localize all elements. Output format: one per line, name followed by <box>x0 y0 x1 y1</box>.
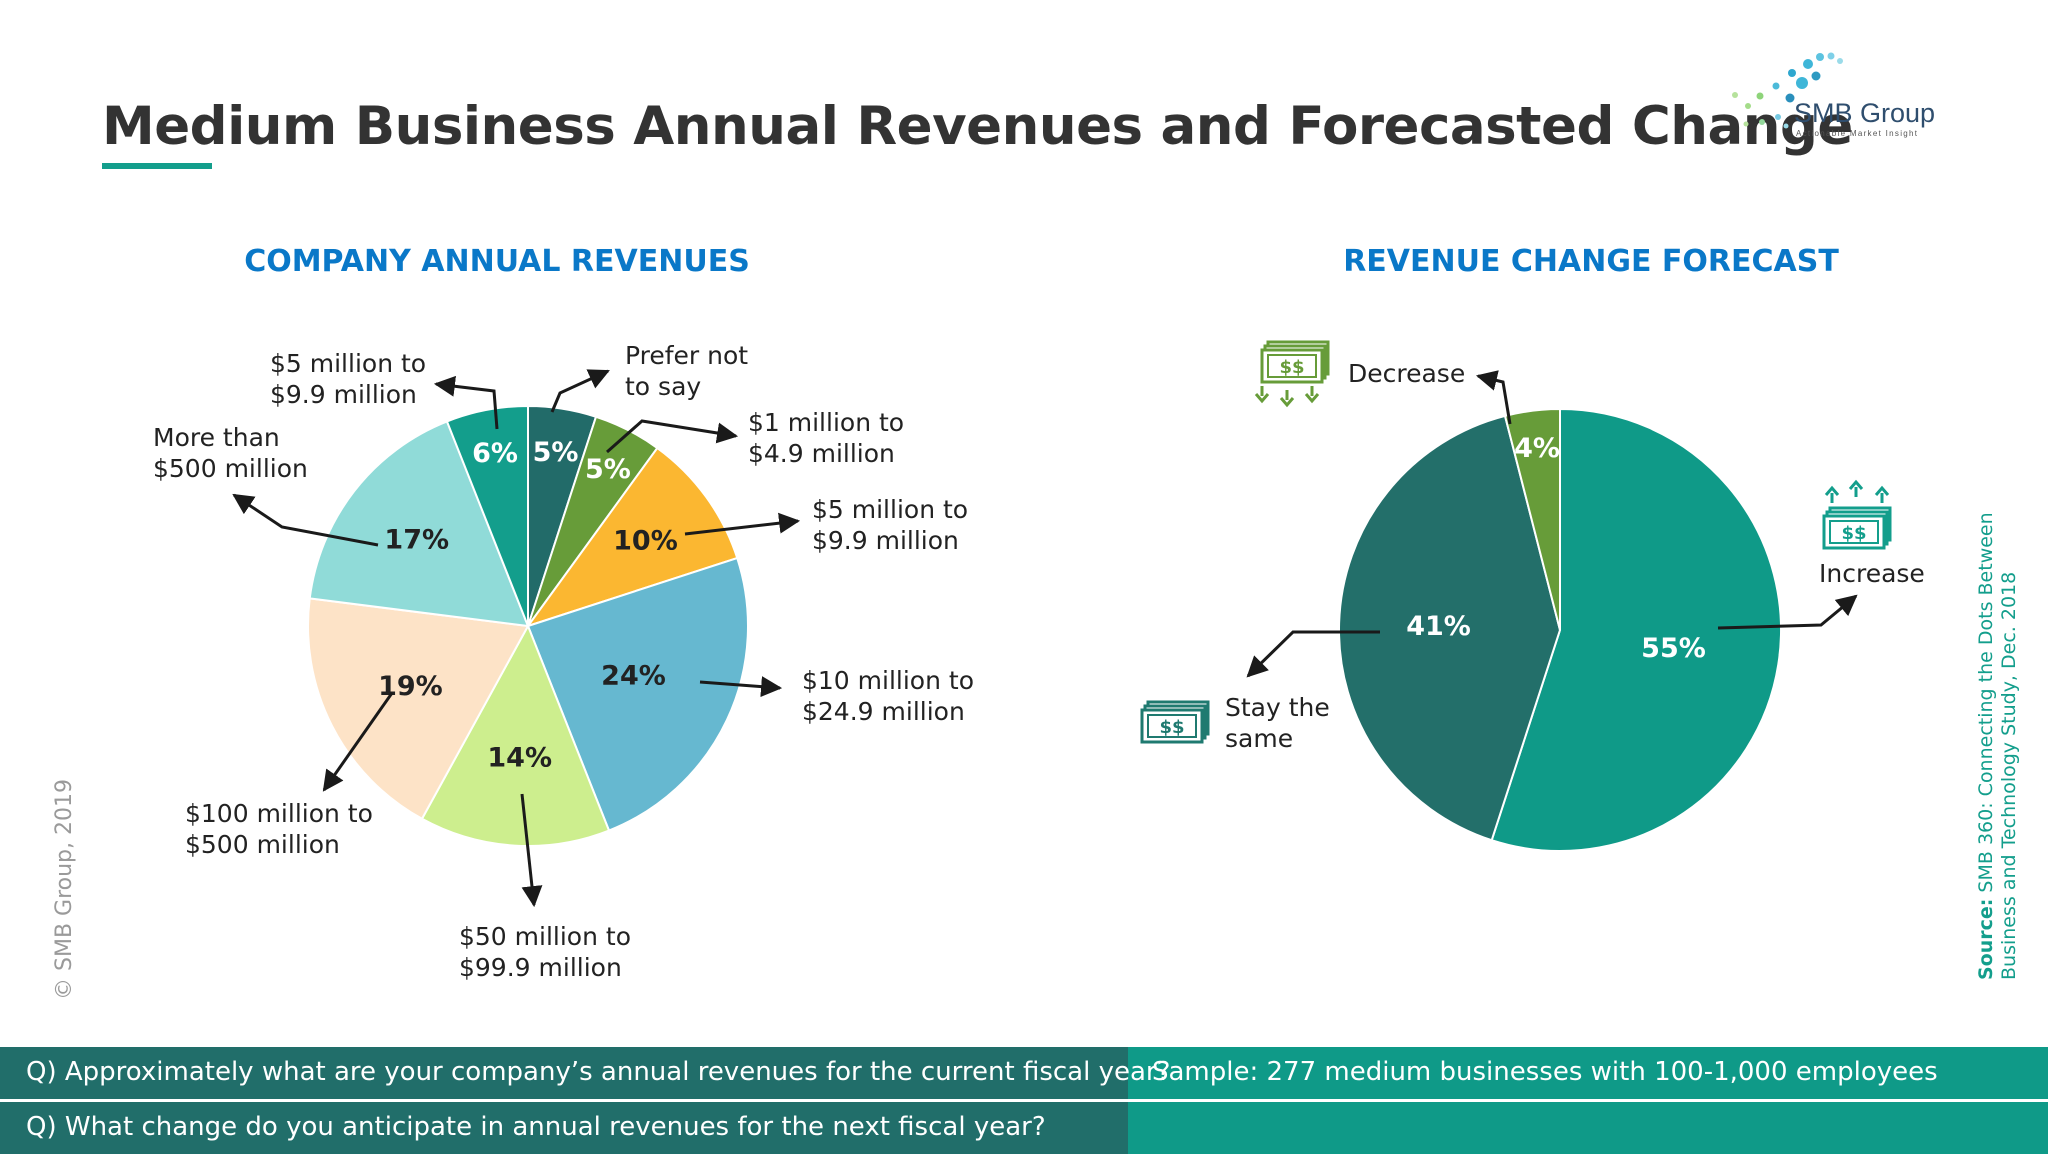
charts-canvas: $$ 5%5%10%24%14%19%17%6% 55%41%4% Prefer… <box>153 340 1925 982</box>
forecast-slice-1 <box>1338 414 1562 842</box>
forecast-pie: 55% 41% 4% <box>1338 407 1782 852</box>
revenues-callout-arrow-2 <box>684 512 801 536</box>
forecast-callout-arrow-2 <box>1475 370 1512 425</box>
footer-question-1: Q) Approximately what are your company’s… <box>26 1057 1171 1087</box>
revenues-callout-arrow-5 <box>322 692 394 792</box>
forecast-value-label-0: 55% <box>1641 633 1706 664</box>
forecast-slice-2 <box>1503 407 1561 631</box>
chart-annotations: Prefer not to say$1 million to $4.9 millio… <box>153 340 1925 982</box>
revenues-category-label-7: $5 million to $9.9 million <box>270 349 426 409</box>
arrow-up-icon-2 <box>1848 479 1864 497</box>
revenues-slice-2 <box>525 446 739 628</box>
revenues-slice-6 <box>308 420 530 628</box>
footer-row-1: Q) Approximately what are your company’s… <box>0 1047 2048 1099</box>
source-label: Source: <box>1975 898 1997 980</box>
revenues-value-label-6: 17% <box>384 525 449 556</box>
source-line2: Business and Technology Study, Dec. 2018 <box>1998 571 2020 980</box>
source-line1: SMB 360: Connecting the Dots Between <box>1975 512 1997 893</box>
revenues-chart-title: COMPANY ANNUAL REVENUES <box>244 244 750 279</box>
arrow-down-icon-1 <box>1254 386 1270 404</box>
revenues-category-label-0: Prefer not to say <box>625 341 748 401</box>
revenues-slice-4 <box>420 623 611 847</box>
arrow-down-icon-3 <box>1304 386 1320 404</box>
revenues-callout-arrow-3 <box>699 676 783 698</box>
forecast-callout-arrow-1 <box>1246 630 1380 678</box>
revenues-pie: 5%5%10%24%14%19%17%6% <box>307 404 749 847</box>
revenues-callout-arrow-4 <box>520 793 543 908</box>
revenues-category-label-3: $10 million to $24.9 million <box>802 666 974 726</box>
revenues-category-label-5: $100 million to $500 million <box>185 799 373 859</box>
footer-row-2: Q) What change do you anticipate in annu… <box>0 1102 2048 1154</box>
money-up-icon <box>1822 506 1892 550</box>
title-underline <box>102 163 212 169</box>
revenues-category-label-6: More than $500 million <box>153 423 308 483</box>
revenues-category-label-4: $50 million to $99.9 million <box>459 922 631 982</box>
source-note: Source: SMB 360: Connecting the Dots Bet… <box>1975 512 2021 980</box>
arrow-up-icon-3 <box>1874 485 1890 503</box>
revenues-value-label-2: 10% <box>613 526 678 557</box>
arrow-down-icon-2 <box>1279 390 1295 408</box>
revenues-category-label-2: $5 million to $9.9 million <box>812 495 968 555</box>
revenues-callout-arrow-1 <box>606 419 739 454</box>
revenues-category-label-1: $1 million to $4.9 million <box>748 408 904 468</box>
revenues-slice-5 <box>307 597 530 821</box>
footer-sample: Sample: 277 medium businesses with 100-1… <box>1152 1057 1938 1087</box>
revenues-value-label-4: 14% <box>487 743 552 774</box>
revenues-callout-arrow-7 <box>433 375 499 430</box>
forecast-callout-arrow-0 <box>1717 594 1858 630</box>
revenues-callout-arrow-0 <box>550 369 610 413</box>
forecast-category-label-2: Decrease <box>1348 359 1465 388</box>
revenues-slice-7 <box>445 404 529 627</box>
forecast-category-label-0: Increase <box>1819 559 1925 588</box>
revenues-value-label-1: 5% <box>585 454 631 485</box>
forecast-value-label-1: 41% <box>1406 611 1471 642</box>
revenues-value-label-7: 6% <box>472 438 518 469</box>
footer-question-2-panel: Q) What change do you anticipate in annu… <box>0 1102 1128 1154</box>
footer-question-2: Q) What change do you anticipate in annu… <box>26 1112 1046 1142</box>
revenues-value-label-3: 24% <box>601 661 666 692</box>
copyright-text: © SMB Group, 2019 <box>52 779 77 1000</box>
logo-tagline: Actionable Market Insight <box>1796 129 1919 138</box>
logo: SMB Group Actionable Market Insight <box>1720 40 1960 150</box>
arrow-up-icon-1 <box>1824 485 1840 503</box>
logo-dots-icon <box>1732 52 1843 129</box>
money-down-icon <box>1260 340 1330 384</box>
money-icon <box>1140 700 1210 744</box>
revenues-value-label-0: 5% <box>533 437 579 468</box>
forecast-chart-title: REVENUE CHANGE FORECAST <box>1343 244 1839 279</box>
revenues-callout-arrow-6 <box>232 493 379 547</box>
page-title: Medium Business Annual Revenues and Fore… <box>102 96 1853 157</box>
forecast-value-label-2: 4% <box>1514 433 1560 464</box>
logo-name: SMB Group <box>1794 98 1936 128</box>
forecast-category-label-1: Stay the same <box>1225 693 1330 753</box>
forecast-slice-0 <box>1490 407 1782 852</box>
footer-question-1-panel: Q) Approximately what are your company’s… <box>0 1047 1170 1099</box>
